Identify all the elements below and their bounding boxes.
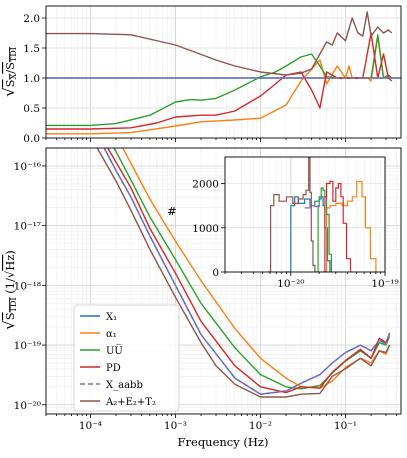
y-tick-label: 0.5 [23,103,40,115]
top-line-PD [46,32,393,130]
y-tick-label: 0.0 [23,133,40,145]
top-frame [45,5,402,139]
x-tick-label: 10⁻²⁰ [277,278,304,290]
inset-hist-A2+E2+T2 [267,157,316,272]
legend-label-PD: PD [106,363,121,374]
bottom-x-ticks: 10⁻⁴ 10⁻³ 10⁻² 10⁻¹ [45,414,398,432]
top-line-A2+E2+T2 [46,11,393,76]
bottom-y-ticks: 10⁻²⁰ 10⁻¹⁹ 10⁻¹⁸ 10⁻¹⁷ 10⁻¹⁶ [14,161,46,412]
y-tick-label: 10⁻²⁰ [14,400,41,412]
y-tick-label: 10⁻¹⁶ [14,161,41,173]
inset-frame [224,156,386,273]
inset-y-tick-label: 2000 [192,179,219,191]
legend-box [73,304,180,412]
y-tick-label: 2.0 [23,13,40,25]
bottom-frame [45,147,402,415]
legend-label-X1: X₁ [106,312,117,323]
x-tick-label: 10⁻¹⁹ [371,278,398,290]
inset-y-axis-label: # [167,204,177,218]
x-tick-label: 10⁻⁴ [79,420,102,432]
bottom-series-lines [96,148,391,398]
bottom-line-PD [107,148,391,394]
legend-label-UŪ: UU̅ [106,345,123,357]
bottom-y-axis-label: √STDI (1/√Hz) [0,250,18,330]
y-tick-label: 1.0 [23,73,40,85]
top-panel: 0.0 0.5 1.0 1.5 2.0 √SX/STDI [0,5,402,145]
top-y-ticks: 0.0 0.5 1.0 1.5 2.0 [23,13,398,145]
inset-histograms [267,157,377,272]
y-tick-label: 1.5 [23,43,40,55]
inset-plot-area [225,157,385,272]
bottom-line-A2+E2+T2 [96,148,391,398]
legend-label-α1: α₁ [106,329,117,340]
x-tick-label: 10⁻¹ [334,420,357,432]
bottom-line-Xaαbb [103,148,391,395]
top-y-axis-label: √SX/STDI [0,47,18,97]
top-series-lines [46,11,401,135]
y-tick-label: 10⁻¹⁸ [14,280,41,292]
inset-hist-PD [323,180,352,272]
inset-panel: 0 1000 2000 10⁻²⁰ 10⁻¹⁹ # [167,156,399,290]
legend-label-Xaαbb: X_aabb [106,380,143,391]
legend: X₁ α₁ UU̅ PD X_aabb A₂+E₂+T₂ [73,304,180,412]
top-line-UŪ [46,34,393,127]
inset-hist-Xaαbb [304,205,320,209]
inset-y-tick-label: 1000 [192,223,219,235]
legend-label-A2+E2+T2: A₂+E₂+T₂ [105,397,156,408]
x-tick-label: 10⁻² [249,420,272,432]
x-tick-label: 10⁻³ [164,420,187,432]
top-grid [45,6,401,139]
x-axis-label: Frequency (Hz) [178,435,269,449]
y-tick-label: 10⁻¹⁹ [14,340,41,352]
inset-y-tick-label: 0 [212,267,219,279]
y-tick-label: 10⁻¹⁷ [14,221,41,233]
inset-y-ticks: 0 1000 2000 [192,179,225,279]
inset-hist-α1 [324,180,377,272]
